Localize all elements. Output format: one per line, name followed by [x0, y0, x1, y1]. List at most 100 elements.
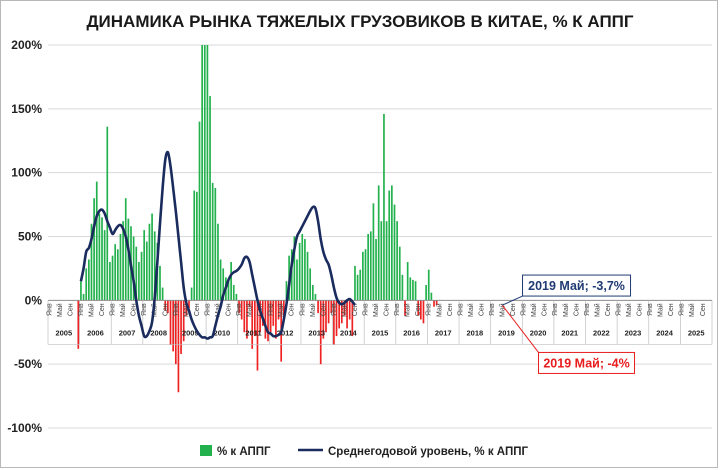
bar	[261, 300, 264, 326]
month-tick-label: Сен	[415, 303, 422, 316]
month-tick-label: Май	[56, 303, 64, 317]
bar	[95, 181, 98, 301]
bar	[422, 300, 425, 324]
bar	[116, 249, 119, 301]
bar	[259, 300, 261, 333]
y-tick-label: -100%	[7, 421, 42, 435]
month-tick-label: Май	[404, 303, 412, 317]
month-tick-label: Май	[530, 303, 538, 317]
bar	[306, 251, 309, 301]
bar	[153, 231, 156, 301]
bar	[145, 241, 148, 301]
bar	[80, 279, 82, 301]
bar	[298, 242, 301, 301]
bar	[348, 300, 351, 320]
bar	[396, 221, 398, 301]
bar	[211, 182, 214, 301]
month-tick-label: Янв	[46, 303, 53, 316]
month-tick-label: Янв	[78, 303, 85, 316]
month-tick-label: Сен	[384, 303, 391, 316]
month-tick-label: Сен	[542, 303, 549, 316]
annotation-leader	[502, 305, 539, 353]
month-tick-label: Сен	[605, 303, 612, 316]
bar	[375, 239, 377, 301]
bar	[269, 300, 272, 333]
bar	[404, 300, 406, 316]
year-tick-label: 2013	[308, 328, 325, 337]
month-tick-label: Сен	[67, 303, 74, 316]
month-tick-label: Сен	[162, 303, 169, 316]
bar	[435, 300, 438, 306]
bar	[338, 300, 341, 329]
bar	[319, 300, 322, 365]
bar	[253, 300, 256, 337]
y-tick-label: 0%	[25, 293, 43, 307]
year-tick-label: 2007	[119, 328, 136, 337]
year-tick-label: 2008	[150, 328, 167, 337]
bar	[388, 190, 391, 301]
annotation-label: 2019 Май; -3,7%	[528, 279, 625, 293]
bar	[369, 231, 372, 301]
bar	[296, 259, 298, 301]
bar	[230, 262, 232, 301]
year-tick-label: 2018	[467, 328, 484, 337]
year-tick-label: 2006	[87, 328, 104, 337]
y-tick-label: 100%	[11, 166, 42, 180]
y-tick-label: 200%	[11, 38, 42, 52]
bar	[414, 281, 417, 301]
bar	[87, 259, 90, 301]
bar	[161, 287, 164, 301]
month-tick-label: Янв	[584, 303, 591, 316]
year-tick-label: 2020	[530, 328, 547, 337]
bar	[340, 300, 343, 324]
month-tick-label: Сен	[637, 303, 644, 316]
bar	[169, 300, 172, 346]
bar	[325, 300, 327, 333]
bar	[106, 126, 109, 301]
bar	[359, 269, 362, 301]
month-tick-label: Май	[593, 303, 601, 317]
month-tick-label: Май	[467, 303, 475, 317]
year-tick-label: 2015	[372, 328, 389, 337]
month-tick-label: Сен	[700, 303, 707, 316]
month-tick-label: Сен	[573, 303, 580, 316]
year-tick-label: 2022	[593, 328, 610, 337]
month-tick-label: Янв	[110, 303, 117, 316]
year-tick-label: 2010	[214, 328, 231, 337]
month-tick-label: Янв	[268, 303, 275, 316]
bar	[196, 191, 198, 301]
bar	[180, 300, 182, 354]
chart-title: ДИНАМИКА РЫНКА ТЯЖЕЛЫХ ГРУЗОВИКОВ В КИТА…	[86, 12, 633, 31]
bar	[304, 239, 306, 301]
month-tick-label: Янв	[552, 303, 559, 316]
bar	[232, 285, 235, 301]
bar	[188, 300, 190, 308]
bar	[335, 300, 338, 337]
month-tick-label: Май	[688, 303, 696, 317]
month-tick-label: Янв	[141, 303, 148, 316]
annotation-box	[522, 274, 632, 297]
bar	[282, 300, 285, 316]
month-tick-label: Сен	[478, 303, 485, 316]
month-tick-label: Сен	[320, 303, 327, 316]
year-tick-label: 2017	[435, 328, 452, 337]
bar	[101, 217, 103, 301]
bar	[246, 300, 248, 339]
line-series	[79, 150, 357, 340]
bar	[109, 262, 111, 301]
bar	[362, 251, 364, 301]
legend: % к АППГ Среднегодовой уровень, % к АППГ	[200, 445, 528, 458]
bar	[227, 279, 230, 301]
bar	[372, 203, 375, 301]
y-tick-label: 50%	[18, 230, 42, 244]
month-tick-label: Янв	[173, 303, 180, 316]
month-tick-label: Сен	[510, 303, 517, 316]
month-tick-label: Сен	[447, 303, 454, 316]
bar	[290, 249, 293, 301]
bar	[140, 251, 143, 301]
month-tick-label: Янв	[679, 303, 686, 316]
y-axis-ticks: 200% 150% 100% 50% 0% -50% -100%	[7, 38, 42, 435]
bar	[103, 230, 106, 301]
bar	[293, 236, 296, 301]
